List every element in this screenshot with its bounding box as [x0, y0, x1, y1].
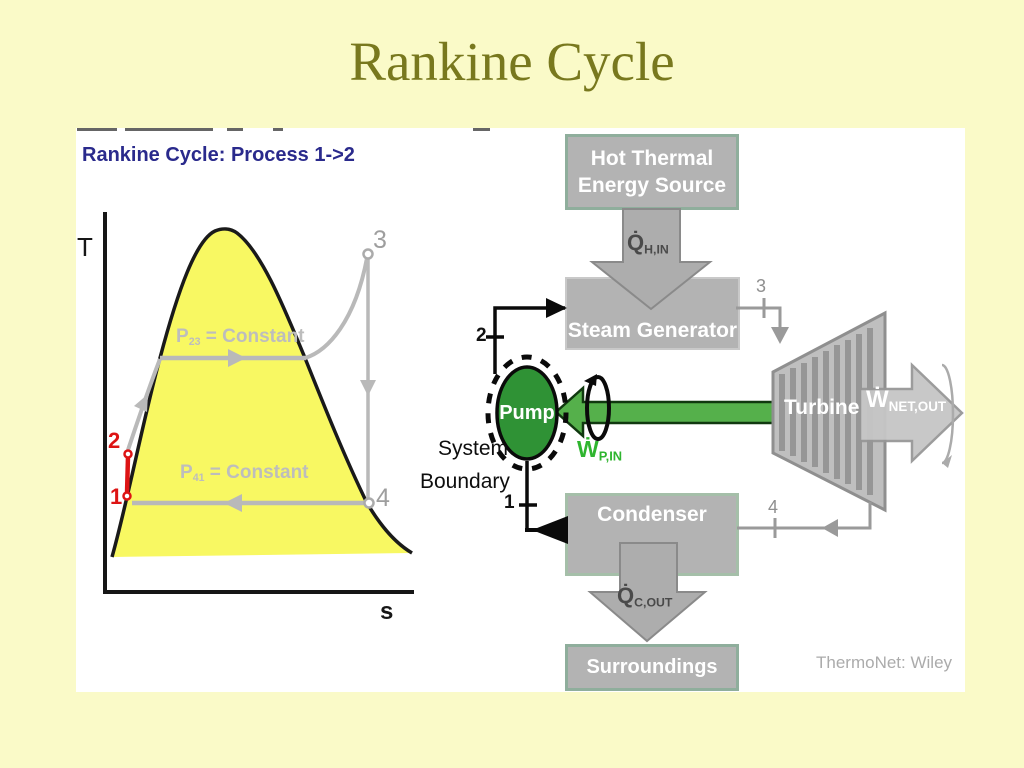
w-p-in-arrow	[554, 385, 783, 439]
p23-arrowhead	[228, 349, 246, 367]
q-c-out-label: Q̇C,OUT	[617, 583, 673, 610]
p41-arrowhead	[224, 494, 242, 512]
s-axis-label: s	[380, 598, 394, 625]
p41-constant-label: P41 = Constant	[180, 462, 309, 484]
line-2-arrowhead	[134, 394, 148, 412]
state-3-marker	[362, 248, 374, 260]
state-1-marker	[122, 491, 132, 501]
state-4-marker	[363, 497, 375, 509]
cycle-diagram	[485, 208, 964, 643]
saturation-dome	[112, 228, 412, 557]
node-2-label: 2	[476, 325, 487, 346]
node-3-label: 3	[756, 276, 767, 296]
pipe-sg-to-turbine	[736, 306, 782, 340]
condenser-label: Condenser	[597, 503, 707, 526]
pump-label: Pump	[499, 402, 555, 424]
pipe-3-arrowhead	[771, 327, 789, 344]
steam-generator-box: Steam Generator	[565, 277, 740, 350]
node-4-label: 4	[768, 497, 779, 517]
saturation-dome-outline	[110, 227, 413, 558]
pipe-2-arrowhead	[546, 298, 567, 318]
top-edge-artifacts	[77, 128, 490, 131]
pipe-1-arrowhead	[532, 516, 568, 544]
ts-state-2-label: 2	[108, 428, 121, 453]
pipe-4-arrowhead	[822, 519, 838, 537]
ts-diagram	[103, 212, 414, 594]
steam-generator-label: Steam Generator	[567, 319, 738, 342]
hot-thermal-source-box: Hot Thermal Energy Source	[565, 134, 739, 210]
ts-state-1-label: 1	[110, 484, 123, 509]
w-p-in-label: ẆP,IN	[577, 436, 623, 464]
condenser-box: Condenser	[565, 493, 739, 576]
credit-text: ThermoNet: Wiley	[816, 653, 953, 672]
surroundings-label: Surroundings	[586, 656, 718, 678]
line-3-4-arrowhead	[360, 380, 376, 396]
state-2-marker	[123, 449, 133, 459]
line-2-to-p23	[126, 358, 162, 451]
pipe-pump-to-sg	[493, 306, 565, 374]
page-title: Rankine Cycle	[349, 31, 675, 92]
hot-source-line2: Energy Source	[577, 174, 727, 197]
ts-state-3-label: 3	[373, 226, 387, 254]
w-net-rotation-arrowhead	[942, 455, 952, 468]
ts-state-4-label: 4	[376, 484, 390, 512]
curve-to-3	[304, 257, 369, 360]
surroundings-box: Surroundings	[565, 644, 739, 691]
w-net-out-label: ẆNET,OUT	[866, 386, 947, 414]
process-1-2-line	[124, 455, 131, 495]
p23-constant-label: P23 = Constant	[176, 326, 305, 348]
q-h-in-label: Q̇H,IN	[627, 230, 669, 257]
pump-shaft-rotation-loop	[585, 375, 611, 441]
ts-diagram-heading: Rankine Cycle: Process 1->2	[82, 144, 355, 166]
pump-rotation-arrowhead	[584, 374, 597, 386]
pipe-turbine-to-condenser	[737, 502, 872, 530]
node-1-label: 1	[504, 492, 515, 513]
w-net-rotation-arc	[941, 363, 955, 465]
hot-source-line1: Hot Thermal	[590, 147, 714, 170]
turbine-label: Turbine	[784, 396, 860, 419]
t-axis-label: T	[77, 232, 93, 262]
system-boundary-label: System Boundary	[420, 437, 510, 493]
content-panel: Hot Thermal Energy Source Steam Generato…	[76, 128, 965, 692]
